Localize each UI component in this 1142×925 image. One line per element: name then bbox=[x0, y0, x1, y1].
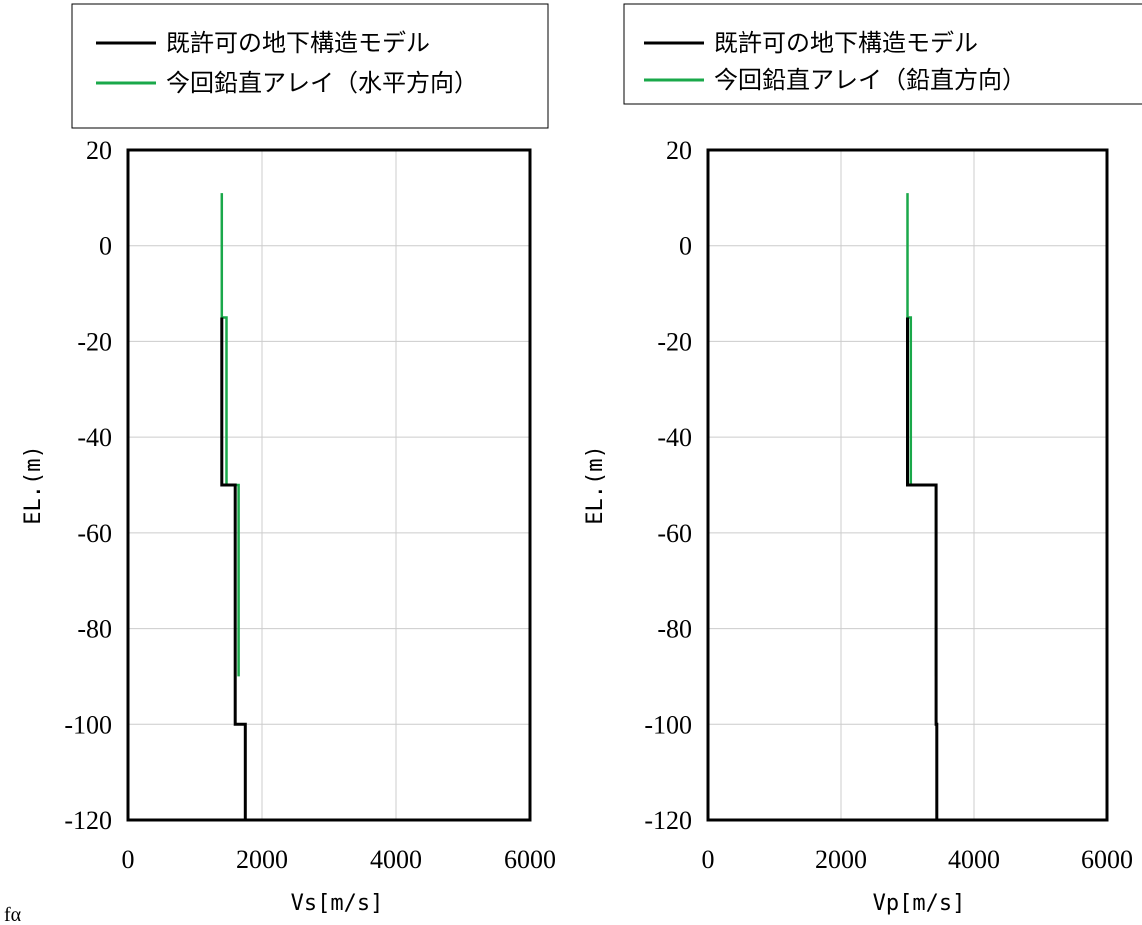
series-line-1 bbox=[220, 193, 240, 677]
y-axis-label: EL.(m) bbox=[21, 445, 46, 524]
series-layer bbox=[220, 193, 247, 820]
legend-label-array: 今回鉛直アレイ（鉛直方向） bbox=[714, 66, 1026, 94]
x-axis-label: Vs[m/s] bbox=[291, 891, 384, 916]
y-tick-label-6: -100 bbox=[644, 710, 692, 739]
x-tick-label-1: 2000 bbox=[815, 845, 867, 874]
x-tick-label-0: 0 bbox=[702, 845, 715, 874]
y-tick-labels: 20 0 -20 -40 -60 -80 -100 -120 bbox=[64, 136, 112, 835]
x-tick-label-2: 4000 bbox=[948, 845, 1000, 874]
series-line-1 bbox=[906, 193, 938, 677]
x-tick-label-1: 2000 bbox=[236, 845, 288, 874]
y-axis-label: EL.(m) bbox=[583, 445, 608, 524]
chart-vs: 既許可の地下構造モデル 今回鉛直アレイ（水平方向） 20 0 -20 -40 -60 -8… bbox=[21, 3, 557, 916]
legend-box bbox=[623, 3, 1142, 105]
y-tick-label-0: 20 bbox=[666, 136, 692, 165]
x-tick-label-2: 4000 bbox=[370, 845, 422, 874]
y-tick-label-7: -120 bbox=[64, 806, 112, 835]
x-tick-labels: 0 2000 4000 6000 bbox=[702, 845, 1134, 874]
y-tick-label-1: 0 bbox=[99, 232, 112, 261]
plot-frame bbox=[706, 148, 1109, 822]
y-tick-label-2: -20 bbox=[657, 327, 692, 356]
series-line-0 bbox=[220, 317, 247, 820]
y-tick-label-3: -40 bbox=[657, 423, 692, 452]
x-axis-label: Vp[m/s] bbox=[873, 891, 966, 916]
series-layer bbox=[906, 193, 939, 820]
y-tick-label-3: -40 bbox=[77, 423, 112, 452]
y-tick-label-2: -20 bbox=[77, 327, 112, 356]
y-tick-label-5: -80 bbox=[77, 615, 112, 644]
x-tick-labels: 0 2000 4000 6000 bbox=[122, 845, 557, 874]
grid bbox=[128, 150, 530, 820]
x-tick-label-0: 0 bbox=[122, 845, 135, 874]
legend-box bbox=[71, 3, 549, 129]
y-tick-label-4: -60 bbox=[77, 519, 112, 548]
x-tick-label-3: 6000 bbox=[1081, 845, 1133, 874]
y-tick-label-5: -80 bbox=[657, 615, 692, 644]
legend-label-array: 今回鉛直アレイ（水平方向） bbox=[166, 69, 478, 97]
legend-label-model: 既許可の地下構造モデル bbox=[166, 29, 430, 57]
x-tick-label-3: 6000 bbox=[504, 845, 556, 874]
y-tick-label-0: 20 bbox=[86, 136, 112, 165]
plot-frame bbox=[126, 148, 532, 822]
y-tick-label-4: -60 bbox=[657, 519, 692, 548]
y-tick-labels: 20 0 -20 -40 -60 -80 -100 -120 bbox=[644, 136, 692, 835]
chart-vp: 既許可の地下構造モデル 今回鉛直アレイ（鉛直方向） 20 0 -20 -40 -60 -8… bbox=[583, 3, 1142, 916]
y-tick-label-7: -120 bbox=[644, 806, 692, 835]
y-tick-label-1: 0 bbox=[679, 232, 692, 261]
series-line-0 bbox=[906, 317, 939, 820]
legend-label-model: 既許可の地下構造モデル bbox=[714, 29, 978, 57]
y-tick-label-6: -100 bbox=[64, 710, 112, 739]
footer-fragment: fα bbox=[4, 904, 22, 925]
